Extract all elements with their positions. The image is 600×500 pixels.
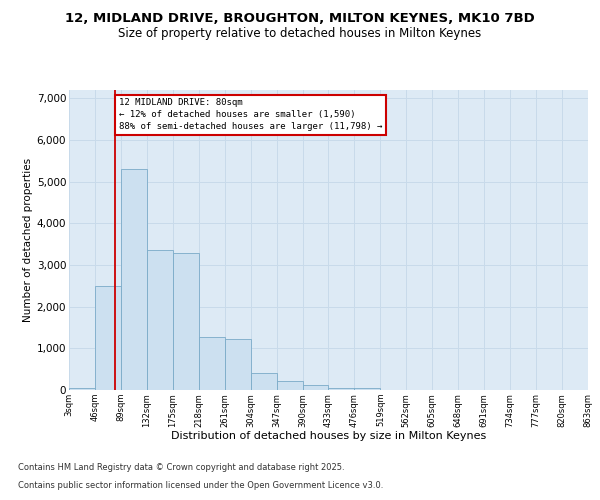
Bar — [329, 388, 355, 390]
Bar — [302, 384, 329, 390]
Bar — [173, 252, 199, 390]
Text: 12 MIDLAND DRIVE: 80sqm
← 12% of detached houses are smaller (1,590)
88% of semi: 12 MIDLAND DRIVE: 80sqm ← 12% of detache… — [119, 98, 382, 131]
Bar — [251, 374, 277, 390]
Bar — [121, 169, 147, 390]
Text: Contains public sector information licensed under the Open Government Licence v3: Contains public sector information licen… — [18, 481, 383, 490]
Bar — [69, 388, 95, 390]
Bar — [277, 381, 302, 390]
Text: 12, MIDLAND DRIVE, BROUGHTON, MILTON KEYNES, MK10 7BD: 12, MIDLAND DRIVE, BROUGHTON, MILTON KEY… — [65, 12, 535, 26]
Bar — [199, 336, 224, 390]
Text: Contains HM Land Registry data © Crown copyright and database right 2025.: Contains HM Land Registry data © Crown c… — [18, 464, 344, 472]
Bar — [95, 286, 121, 390]
Y-axis label: Number of detached properties: Number of detached properties — [23, 158, 32, 322]
Bar — [147, 250, 173, 390]
X-axis label: Distribution of detached houses by size in Milton Keynes: Distribution of detached houses by size … — [171, 431, 486, 441]
Bar — [224, 339, 251, 390]
Text: Size of property relative to detached houses in Milton Keynes: Size of property relative to detached ho… — [118, 28, 482, 40]
Bar — [355, 388, 380, 390]
